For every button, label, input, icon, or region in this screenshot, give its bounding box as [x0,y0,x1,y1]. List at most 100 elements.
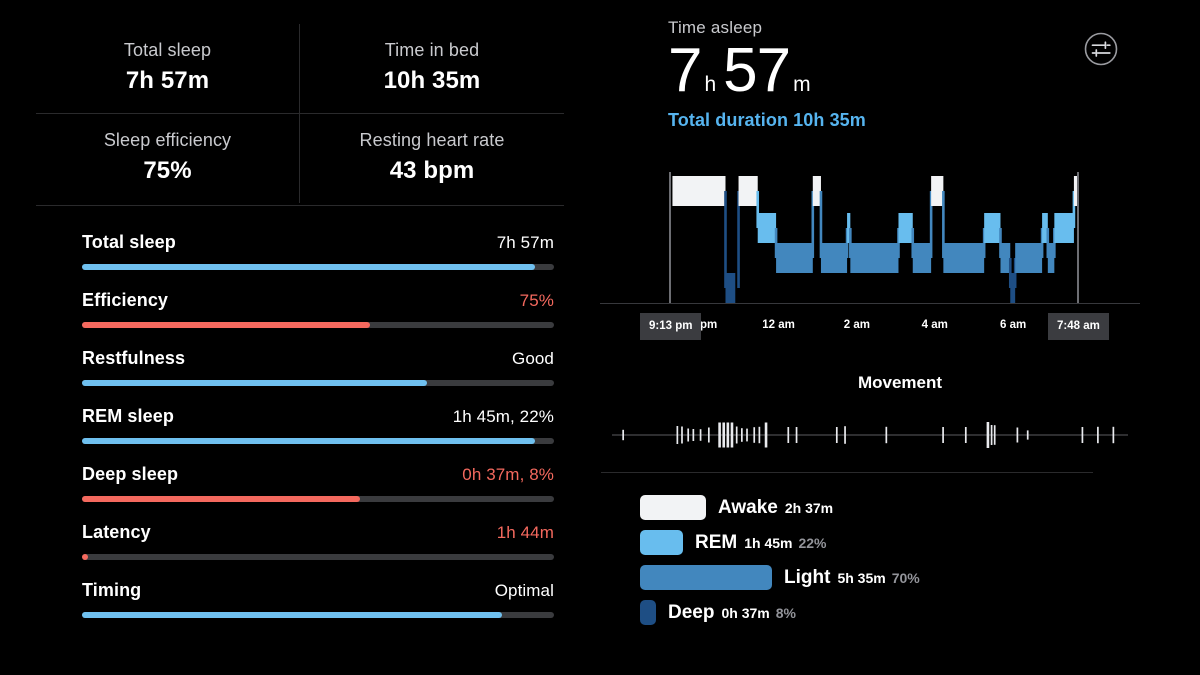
movement-tick [795,427,798,443]
metric-progress-track [82,554,554,560]
legend-swatch-light [640,565,772,590]
legend-stage-percent: 22% [798,534,827,551]
hypnogram-connector [982,228,986,258]
metric-progress-fill [82,438,536,444]
summary-grid: Total sleep 7h 57m Time in bed 10h 35m S… [36,24,564,206]
metric-header: Restfulness Good [82,348,554,369]
hypnogram-segment-rem [984,213,1001,243]
legend-stage-duration: 1h 45m [744,534,793,551]
summary-cell-total-sleep: Total sleep 7h 57m [36,24,300,114]
legend-stage-percent: 8% [775,604,796,621]
legend-row: REM 1h 45m 22% [640,525,1160,560]
metric-row[interactable]: Latency 1h 44m [82,522,554,560]
hypnogram-connector [929,191,933,258]
summary-label: Resting heart rate [359,130,505,150]
movement-tick [730,422,734,448]
metric-name: Efficiency [82,290,169,310]
metric-header: REM sleep 1h 45m, 22% [82,406,554,427]
movement-tick [622,429,625,441]
total-duration-link[interactable]: Total duration 10h 35m [668,110,866,130]
hypnogram-segment-rem [1054,213,1074,243]
hypnogram-segment-light [912,243,932,273]
metric-header: Deep sleep 0h 37m, 8% [82,464,554,485]
movement-baseline [612,434,1128,436]
metric-progress-track [82,612,554,618]
legend-stage-duration: 2h 37m [784,499,834,516]
axis-tick-label: 2 am [843,319,870,331]
hypnogram-segment-awake [812,176,821,206]
metric-row[interactable]: Deep sleep 0h 37m, 8% [82,464,554,502]
legend-row: Deep 0h 37m 8% [640,595,1160,630]
legend-row: Awake 2h 37m [640,490,1160,525]
movement-tick [1097,426,1099,444]
hypnogram-boundary-marker [1077,172,1079,304]
movement-tick [753,427,756,443]
hypnogram-segment-light [1015,243,1043,273]
hypnogram-connector [911,228,915,258]
metric-name: REM sleep [82,406,174,426]
time-asleep-value: 7 h 57 m [668,40,1120,102]
legend-text: Awake 2h 37m [718,497,833,519]
hypnogram-segment-deep [725,273,736,303]
time-asleep-minutes: 57 [723,36,791,105]
hypnogram-baseline [600,303,1140,304]
hypnogram-connector [897,228,900,258]
time-asleep-minutes-unit: m [793,73,811,96]
movement-tick [885,426,888,444]
metric-progress-fill [82,554,88,560]
hypnogram-segment-awake [931,176,944,206]
metric-progress-track [82,496,554,502]
metric-row[interactable]: Timing Optimal [82,580,554,618]
metric-progress-fill [82,380,427,386]
metric-value: 0h 37m, 8% [462,465,554,484]
hypnogram-connector [819,191,823,258]
metric-row[interactable]: Efficiency 75% [82,290,554,328]
metric-name: Restfulness [82,348,186,368]
hypnogram-segment-rem [898,213,913,243]
summary-label: Time in bed [384,40,480,60]
hypnogram-segment-light [943,243,985,273]
metric-header: Latency 1h 44m [82,522,554,543]
legend-stage-name: Awake [718,496,778,518]
legend-stage-name: Deep [668,601,715,623]
movement-tick [741,428,743,442]
movement-tick [735,426,738,444]
movement-tick [1112,426,1115,444]
hypnogram-chart[interactable] [600,168,1200,318]
metric-progress-fill [82,322,370,328]
legend-swatch-awake [640,495,706,520]
summary-value: 75% [143,157,192,184]
summary-cell-sleep-efficiency: Sleep efficiency 75% [36,114,300,203]
metric-name: Latency [82,522,151,542]
legend-stage-percent: 70% [891,569,920,586]
movement-tick [718,422,721,448]
metric-row[interactable]: REM sleep 1h 45m, 22% [82,406,554,444]
summary-cell-time-in-bed: Time in bed 10h 35m [300,24,564,114]
hypnogram-segment-light [776,243,813,273]
movement-tick [1026,430,1029,440]
metric-value: Good [512,349,554,368]
hypnogram-segment-rem [1042,213,1048,243]
hypnogram-segment-rem [847,213,851,243]
metric-progress-track [82,264,554,270]
movement-tick [1081,427,1084,443]
metric-row[interactable]: Restfulness Good [82,348,554,386]
legend-text: REM 1h 45m 22% [695,532,827,554]
summary-cell-resting-heart-rate: Resting heart rate 43 bpm [300,114,564,203]
movement-tick [964,427,967,443]
time-asleep-hours-unit: h [704,73,717,96]
hypnogram-connector [849,228,852,258]
sliders-icon[interactable] [1084,32,1118,66]
hypnogram-boundary-marker [669,172,671,304]
movement-tick [726,422,730,448]
metric-value: 75% [519,291,554,310]
summary-label: Total sleep [123,40,212,60]
metric-progress-track [82,438,554,444]
movement-tick [707,427,710,443]
axis-tick-label: 6 am [1000,319,1027,331]
metrics-list: Total sleep 7h 57m Efficiency 75% Restfulnes… [36,232,564,618]
metric-row[interactable]: Total sleep 7h 57m [82,232,554,270]
legend-stage-duration: 0h 37m [721,604,770,621]
axis-start-time-pill: 9:13 pm [640,313,702,340]
